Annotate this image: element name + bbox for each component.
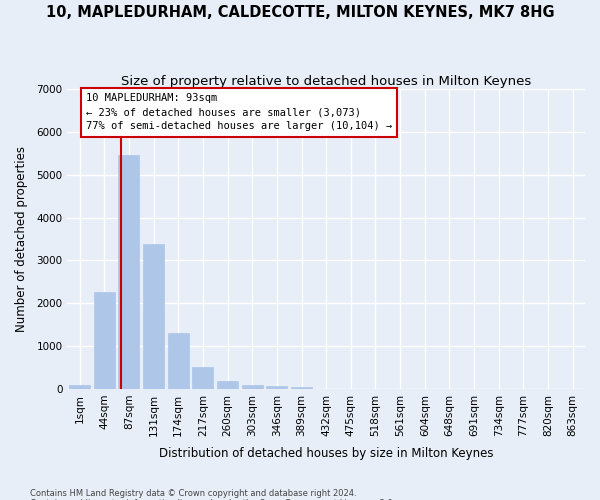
Text: 10, MAPLEDURHAM, CALDECOTTE, MILTON KEYNES, MK7 8HG: 10, MAPLEDURHAM, CALDECOTTE, MILTON KEYN… [46, 5, 554, 20]
Bar [94, 292, 115, 389]
Text: Contains public sector information licensed under the Open Government Licence v3: Contains public sector information licen… [30, 498, 395, 500]
Y-axis label: Number of detached properties: Number of detached properties [15, 146, 28, 332]
Bar [242, 386, 263, 389]
Bar [168, 333, 189, 389]
Bar [69, 386, 90, 389]
Bar [217, 381, 238, 389]
Text: 10 MAPLEDURHAM: 93sqm
← 23% of detached houses are smaller (3,073)
77% of semi-d: 10 MAPLEDURHAM: 93sqm ← 23% of detached … [86, 94, 392, 132]
Bar [266, 386, 287, 389]
Bar [118, 154, 139, 389]
X-axis label: Distribution of detached houses by size in Milton Keynes: Distribution of detached houses by size … [159, 447, 493, 460]
Title: Size of property relative to detached houses in Milton Keynes: Size of property relative to detached ho… [121, 75, 531, 88]
Bar [143, 244, 164, 389]
Bar [291, 386, 312, 389]
Text: Contains HM Land Registry data © Crown copyright and database right 2024.: Contains HM Land Registry data © Crown c… [30, 488, 356, 498]
Bar [193, 368, 214, 389]
